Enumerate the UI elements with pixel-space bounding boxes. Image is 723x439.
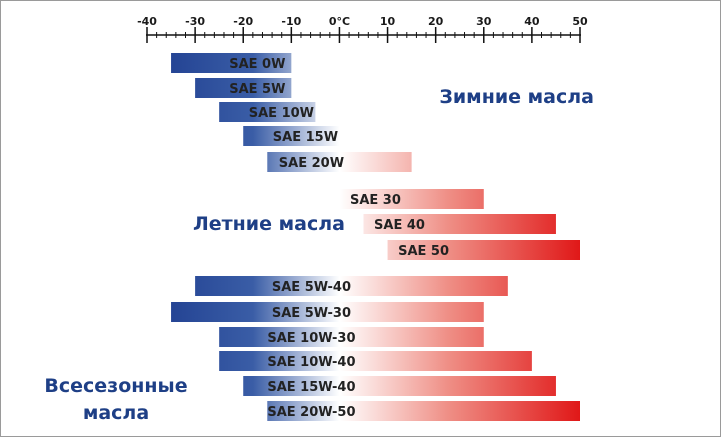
group-labels: Зимние масла Летние масла Всесезонные масла <box>44 86 594 424</box>
bar-label: SAE 30 <box>350 193 401 208</box>
bar-label: SAE 5W-40 <box>272 280 351 295</box>
x-tick-label: 30 <box>476 15 492 28</box>
range-bar <box>243 376 556 396</box>
bar-label: SAE 20W-50 <box>267 405 355 420</box>
bar-label: SAE 5W-30 <box>272 306 351 321</box>
x-tick-label: 50 <box>572 15 588 28</box>
x-tick-label: -20 <box>233 15 253 28</box>
x-tick-label: -30 <box>185 15 205 28</box>
range-bar <box>219 351 532 371</box>
bar-label: SAE 10W-40 <box>267 355 355 370</box>
bar-label: SAE 15W-40 <box>267 380 355 395</box>
range-bar <box>243 126 340 146</box>
group-label: масла <box>83 402 149 424</box>
x-tick-label: 10 <box>380 15 396 28</box>
group-label: Летние масла <box>193 213 345 235</box>
x-tick-label: 20 <box>428 15 444 28</box>
range-bar <box>387 240 580 260</box>
bar-label: SAE 10W-30 <box>267 331 355 346</box>
range-bar <box>195 276 508 296</box>
x-tick-label: 40 <box>524 15 540 28</box>
x-axis: -40 -30 -20 -10 0°C 10 20 30 40 50 <box>137 15 588 43</box>
group-label: Зимние масла <box>439 86 594 108</box>
bar-label: SAE 20W <box>279 156 344 171</box>
bar-series: SAE 0W SAE 5W SAE 10W SAE 15W SAE 20W SAE 30 S… <box>171 53 580 421</box>
range-bar <box>171 302 484 322</box>
x-tick-label: 0°C <box>329 15 350 28</box>
bar-label: SAE 10W <box>249 106 314 121</box>
range-bar <box>195 78 292 98</box>
x-tick-label: -10 <box>281 15 301 28</box>
range-bar <box>267 152 412 172</box>
bar-label: SAE 0W <box>229 57 285 72</box>
x-tick-label: -40 <box>137 15 157 28</box>
bar-label: SAE 50 <box>398 244 449 259</box>
bar-label: SAE 40 <box>374 218 425 233</box>
range-bar <box>219 327 484 347</box>
range-bar <box>171 53 292 73</box>
range-bar <box>219 102 316 122</box>
range-bar <box>339 189 484 209</box>
bar-label: SAE 5W <box>229 82 285 97</box>
range-bar <box>267 401 580 421</box>
group-label: Всесезонные <box>44 375 187 397</box>
bar-label: SAE 15W <box>273 130 338 145</box>
range-bar <box>363 214 556 234</box>
